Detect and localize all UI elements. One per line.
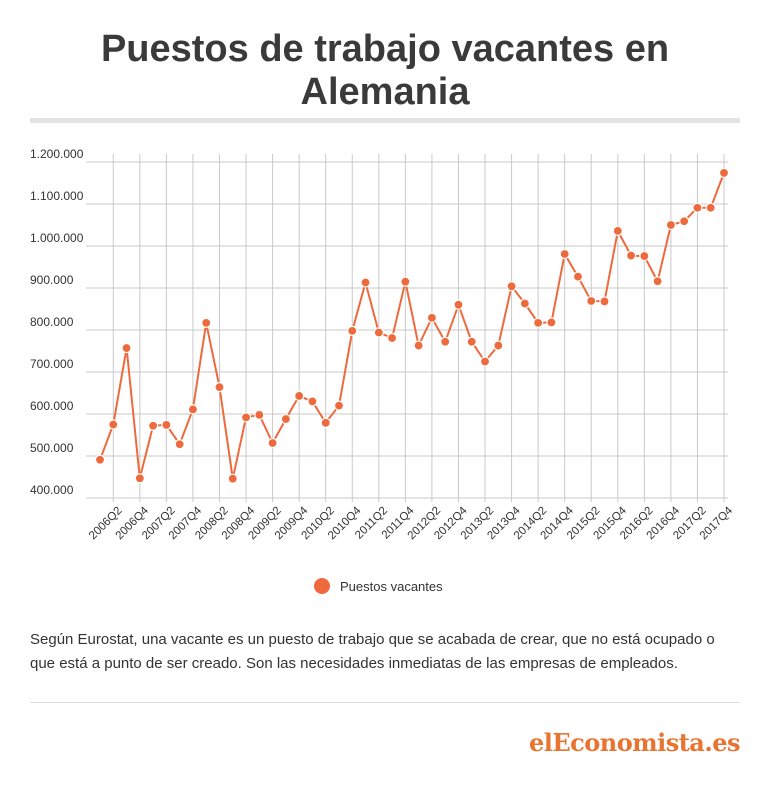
data-point xyxy=(506,281,517,292)
data-point xyxy=(108,419,119,430)
data-point xyxy=(187,404,199,415)
data-point xyxy=(519,298,530,309)
y-tick-label: 1.000.000 xyxy=(30,231,84,245)
legend-marker xyxy=(314,578,330,594)
data-point xyxy=(320,417,331,428)
y-tick-label: 400.000 xyxy=(30,483,74,497)
data-point xyxy=(307,396,318,407)
data-point xyxy=(453,299,464,310)
y-tick-label: 900.000 xyxy=(30,273,74,287)
data-point xyxy=(479,356,491,367)
brand-logo[interactable]: elEconomista.es xyxy=(528,728,741,757)
data-point xyxy=(718,167,730,179)
data-point xyxy=(493,340,504,351)
data-point xyxy=(134,473,145,484)
chart-title: Puestos de trabajo vacantes en Alemania xyxy=(100,28,670,113)
data-point xyxy=(625,250,637,261)
data-point xyxy=(705,202,716,213)
data-point xyxy=(546,317,557,328)
data-point xyxy=(280,413,291,425)
data-point xyxy=(94,454,106,465)
y-tick-label: 700.000 xyxy=(30,357,74,371)
title-divider xyxy=(30,118,740,123)
data-point xyxy=(333,400,345,411)
data-point xyxy=(174,439,185,450)
data-point xyxy=(161,419,172,431)
data-point xyxy=(692,202,703,213)
data-point xyxy=(665,219,676,231)
y-tick-label: 1.200.000 xyxy=(30,147,84,161)
data-point xyxy=(572,271,584,282)
data-point xyxy=(426,312,438,323)
data-point xyxy=(586,295,597,307)
line-chart: 400.000 500.000 600.000 700.000 800.000 900.0… xyxy=(30,147,736,542)
data-point xyxy=(679,216,690,227)
data-point xyxy=(639,250,650,262)
data-point xyxy=(347,325,358,336)
y-tick-label: 800.000 xyxy=(30,315,74,329)
data-point xyxy=(559,248,570,260)
data-point xyxy=(360,277,371,288)
legend-label: Puestos vacantes xyxy=(340,578,443,594)
data-point xyxy=(612,225,623,236)
data-point xyxy=(214,382,225,393)
data-point xyxy=(267,437,278,449)
data-point xyxy=(413,340,424,351)
footnote: Según Eurostat, una vacante es un puesto… xyxy=(30,631,715,672)
data-point xyxy=(386,332,398,344)
data-point xyxy=(240,412,252,423)
y-tick-label: 500.000 xyxy=(30,441,74,455)
data-point xyxy=(121,342,132,354)
data-point xyxy=(254,409,265,420)
data-point xyxy=(201,317,212,328)
data-point xyxy=(652,276,663,287)
footer-divider xyxy=(30,702,740,703)
data-point xyxy=(533,317,544,328)
data-point xyxy=(294,390,305,402)
y-tick-label: 1.100.000 xyxy=(30,189,84,203)
y-tick-label: 600.000 xyxy=(30,399,74,413)
data-point xyxy=(227,473,238,484)
data-point xyxy=(599,296,610,307)
legend: Puestos vacantes xyxy=(314,578,443,594)
data-point xyxy=(148,420,159,431)
data-point xyxy=(373,327,384,338)
series-line xyxy=(99,172,725,480)
data-point xyxy=(400,276,411,287)
data-point xyxy=(466,336,477,347)
data-point xyxy=(440,336,451,347)
